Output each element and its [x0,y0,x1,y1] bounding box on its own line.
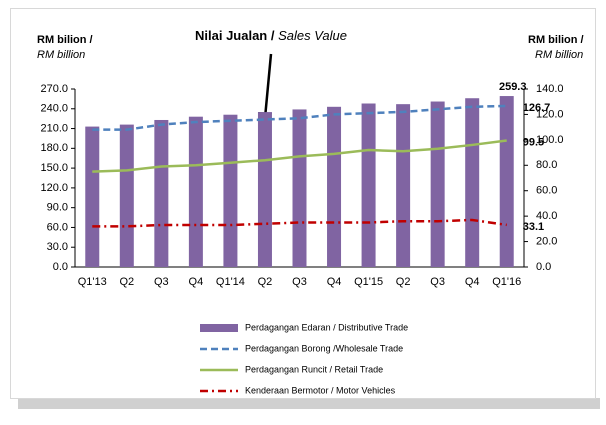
line [92,104,507,131]
y-tick-label: 180.0 [40,142,68,154]
bar [361,103,376,268]
x-tick-label: Q3 [430,276,445,288]
data-label: 126.7 [523,102,551,114]
x-tick-label: Q4 [189,276,204,288]
title-ms: Nilai Jualan / [195,28,275,43]
y2-tick-label: 40.0 [536,210,557,222]
legend-label: Perdagangan Edaran / Distributive Trade [245,322,408,332]
y2-tick-label: 20.0 [536,235,557,247]
x-tick-label: Q3 [292,276,307,288]
y-tick-label: 210.0 [40,122,68,134]
y2-tick-label: 120.0 [536,108,564,120]
x-tick-label: Q3 [154,276,169,288]
bar [154,119,169,267]
y2-tick-label: 80.0 [536,159,557,171]
line [92,218,507,228]
legend-label: Kenderaan Bermotor / Motor Vehicles [245,385,396,395]
y2-tick-label: 100.0 [536,134,564,146]
legend-label: Perdagangan Runcit / Retail Trade [245,364,383,374]
line [92,139,507,173]
bar [257,112,272,268]
bar [396,104,411,267]
y2-tick-label: 60.0 [536,185,557,197]
title-en: Sales Value [278,28,347,43]
y2-tick-label: 140.0 [536,83,564,95]
data-label: 33.1 [523,221,544,233]
bar [499,96,514,267]
frame-shadow [18,398,600,409]
y2-label: RM bilion / [528,34,584,46]
bar [188,116,203,267]
bar [465,98,480,267]
x-tick-label: Q2 [396,276,411,288]
bar [327,106,342,267]
arrow [263,53,273,119]
y2-label: RM billion [535,49,583,61]
y-tick-label: 30.0 [47,241,68,253]
x-tick-label: Q2 [119,276,134,288]
x-tick-label: Q1'14 [216,276,245,288]
x-tick-label: Q2 [258,276,273,288]
legend-swatch [200,324,238,332]
x-tick-label: Q1'13 [78,276,107,288]
y-tick-label: 150.0 [40,162,68,174]
y-label: RM billion [37,49,85,61]
x-tick-label: Q4 [327,276,342,288]
data-label: 259.3 [499,81,527,93]
legend-label: Perdagangan Borong /Wholesale Trade [245,343,403,353]
x-tick-label: Q1'16 [492,276,521,288]
y-tick-label: 60.0 [47,221,68,233]
x-tick-label: Q4 [465,276,480,288]
data-label: 99.5 [523,136,544,148]
chart-title: Nilai Jualan / Sales Value [195,28,347,43]
y-tick-label: 90.0 [47,202,68,214]
x-tick-label: Q1'15 [354,276,383,288]
y-tick-label: 270.0 [40,83,68,95]
y2-tick-label: 0.0 [536,261,551,273]
bar [430,101,445,267]
y-tick-label: 120.0 [40,182,68,194]
bar [119,124,134,267]
y-tick-label: 0.0 [53,261,68,273]
bar [292,109,307,267]
bar [223,114,238,267]
y-tick-label: 240.0 [40,103,68,115]
bar [85,126,100,267]
y-label: RM bilion / [37,34,93,46]
